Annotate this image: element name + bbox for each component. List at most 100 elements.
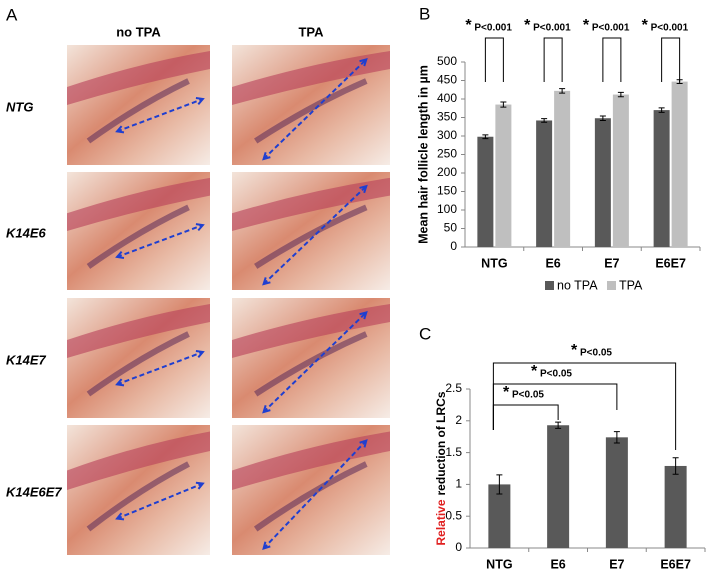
bar — [612, 94, 629, 247]
tissue-layer — [232, 51, 390, 105]
arrow-head — [262, 277, 271, 286]
arrow-head — [359, 310, 368, 320]
x-tick-label: E6E7 — [655, 256, 686, 270]
significance-bracket — [661, 37, 681, 82]
error-bar — [559, 88, 566, 94]
arrow-head — [115, 125, 125, 134]
arrow-head — [359, 184, 368, 194]
length-arrow — [116, 351, 204, 386]
bar — [488, 484, 511, 548]
tissue-layer — [232, 304, 390, 358]
y-tick-label: 50 — [444, 221, 458, 235]
legend-label: TPA — [619, 278, 643, 292]
bar — [653, 110, 670, 247]
bar — [536, 120, 553, 247]
tissue-layer — [67, 51, 210, 105]
follicle — [86, 331, 190, 397]
y-tick-label: 350 — [437, 110, 457, 124]
y-tick-label: 0 — [450, 239, 457, 253]
arrow-head — [359, 439, 368, 448]
y-axis-label: Mean hair follicle length in µm — [416, 65, 430, 244]
x-tick-label: E6E7 — [660, 557, 691, 571]
significance-label: P<0.001 — [474, 23, 512, 34]
x-tick-label: E7 — [609, 557, 624, 571]
y-tick-label: 400 — [437, 91, 457, 105]
y-tick-label: 150 — [437, 184, 457, 198]
tissue-layer — [67, 304, 210, 358]
arrow-head — [262, 541, 271, 551]
significance-bracket — [602, 37, 622, 82]
significance-label: P<0.001 — [533, 23, 571, 34]
significance-label: P<0.001 — [651, 23, 689, 34]
error-bar — [672, 457, 679, 475]
bar — [477, 136, 494, 247]
y-tick-label: 2.5 — [445, 381, 462, 395]
y-tick-label: 2 — [455, 413, 462, 427]
arrow-head — [115, 251, 125, 259]
y-tick-label: 100 — [437, 202, 457, 216]
legend-label: no TPA — [557, 278, 598, 292]
x-tick-label: E7 — [604, 256, 619, 270]
follicle — [254, 331, 368, 397]
follicle — [86, 78, 190, 144]
arrow-head — [262, 405, 271, 414]
y-tick-label: 500 — [437, 54, 457, 68]
y-axis-label: Relative reduction of LRCs — [434, 391, 448, 545]
follicle — [253, 461, 368, 532]
significance-star: * — [531, 363, 538, 380]
follicle — [86, 461, 190, 532]
follicle — [254, 78, 368, 144]
significance-label: P<0.001 — [592, 23, 630, 34]
y-tick-label: 1.5 — [445, 445, 462, 459]
error-bar — [599, 115, 606, 121]
legend-swatch — [545, 281, 554, 290]
follicle — [254, 204, 368, 269]
y-tick-label: 250 — [437, 147, 457, 161]
significance-label: P<0.05 — [512, 390, 544, 401]
column-header: no TPA — [116, 24, 161, 39]
follicle — [86, 204, 190, 269]
error-bar — [500, 101, 507, 108]
significance-label: P<0.05 — [540, 369, 572, 380]
arrow-head — [359, 57, 368, 67]
arrow-head — [195, 97, 205, 105]
bar — [594, 118, 611, 248]
tissue-layer — [232, 177, 390, 231]
error-bar — [617, 91, 624, 98]
significance-bracket — [492, 362, 677, 450]
row-label: K14E6E7 — [6, 484, 62, 499]
bar — [547, 425, 570, 548]
error-bar — [658, 107, 665, 113]
error-bar — [613, 431, 620, 444]
panel-letter: B — [419, 4, 430, 23]
error-bar — [496, 474, 503, 495]
error-bar — [555, 421, 562, 429]
significance-star: * — [465, 17, 472, 34]
bar — [554, 90, 571, 247]
y-axis-label-rest: reduction of LRCs — [434, 391, 448, 495]
significance-label: P<0.05 — [580, 348, 612, 359]
y-tick-label: 200 — [437, 165, 457, 179]
row-label: NTG — [6, 99, 33, 114]
y-axis-label-highlight: Relative — [434, 499, 448, 545]
bar — [605, 437, 628, 548]
significance-star: * — [642, 17, 649, 34]
significance-star: * — [571, 342, 578, 359]
y-tick-label: 450 — [437, 73, 457, 87]
tissue-layer — [67, 177, 210, 231]
panel-letter: A — [6, 5, 18, 24]
arrow-head — [115, 512, 125, 521]
error-bar — [541, 118, 548, 123]
error-bar — [482, 134, 489, 140]
arrow-head — [195, 350, 205, 358]
row-label: K14E7 — [6, 352, 47, 367]
x-tick-label: E6 — [545, 256, 560, 270]
significance-star: * — [524, 17, 531, 34]
tissue-layer — [67, 431, 210, 490]
arrow-head — [262, 152, 271, 161]
x-tick-label: NTG — [486, 557, 512, 571]
x-tick-label: E6 — [550, 557, 565, 571]
significance-bracket — [484, 37, 504, 82]
arrow-head — [115, 378, 125, 387]
